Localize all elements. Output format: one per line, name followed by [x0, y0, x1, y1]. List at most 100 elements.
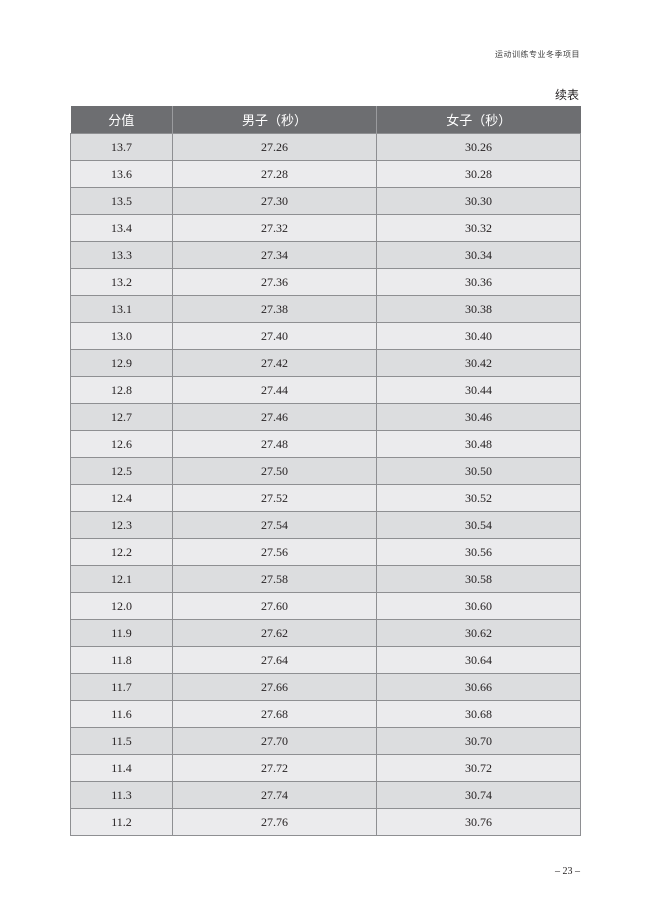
female-time-cell: 30.32	[376, 214, 581, 242]
column-header-score: 分值	[70, 106, 173, 134]
male-time-cell: 27.58	[172, 565, 377, 593]
score-cell: 13.4	[70, 214, 173, 242]
score-cell: 12.1	[70, 565, 173, 593]
male-time-cell: 27.40	[172, 322, 377, 350]
score-cell: 11.4	[70, 754, 173, 782]
female-time-cell: 30.38	[376, 295, 581, 323]
table-row: 11.9 27.62 30.62	[70, 619, 581, 647]
score-cell: 12.5	[70, 457, 173, 485]
score-cell: 12.0	[70, 592, 173, 620]
female-time-cell: 30.56	[376, 538, 581, 566]
table-row: 12.0 27.60 30.60	[70, 592, 581, 620]
table-row: 13.1 27.38 30.38	[70, 295, 581, 323]
score-cell: 11.8	[70, 646, 173, 674]
male-time-cell: 27.64	[172, 646, 377, 674]
table-row: 11.7 27.66 30.66	[70, 673, 581, 701]
score-cell: 11.7	[70, 673, 173, 701]
table-row: 12.5 27.50 30.50	[70, 457, 581, 485]
score-cell: 12.7	[70, 403, 173, 431]
score-cell: 11.2	[70, 808, 173, 836]
female-time-cell: 30.30	[376, 187, 581, 215]
female-time-cell: 30.72	[376, 754, 581, 782]
table-row: 11.3 27.74 30.74	[70, 781, 581, 809]
male-time-cell: 27.76	[172, 808, 377, 836]
table-row: 12.6 27.48 30.48	[70, 430, 581, 458]
female-time-cell: 30.54	[376, 511, 581, 539]
column-header-male: 男子（秒）	[172, 106, 377, 134]
male-time-cell: 27.28	[172, 160, 377, 188]
female-time-cell: 30.58	[376, 565, 581, 593]
female-time-cell: 30.46	[376, 403, 581, 431]
male-time-cell: 27.72	[172, 754, 377, 782]
male-time-cell: 27.54	[172, 511, 377, 539]
continued-label: 续表	[554, 88, 579, 102]
male-time-cell: 27.38	[172, 295, 377, 323]
female-time-cell: 30.68	[376, 700, 581, 728]
male-time-cell: 27.26	[172, 133, 377, 161]
table-row: 13.6 27.28 30.28	[70, 160, 581, 188]
table-row: 11.2 27.76 30.76	[70, 808, 581, 836]
table-row: 11.4 27.72 30.72	[70, 754, 581, 782]
male-time-cell: 27.60	[172, 592, 377, 620]
female-time-cell: 30.60	[376, 592, 581, 620]
table-row: 12.9 27.42 30.42	[70, 349, 581, 377]
female-time-cell: 30.62	[376, 619, 581, 647]
table-row: 12.4 27.52 30.52	[70, 484, 581, 512]
score-cell: 12.3	[70, 511, 173, 539]
female-time-cell: 30.76	[376, 808, 581, 836]
table-row: 13.7 27.26 30.26	[70, 133, 581, 161]
female-time-cell: 30.28	[376, 160, 581, 188]
male-time-cell: 27.32	[172, 214, 377, 242]
table-row: 12.1 27.58 30.58	[70, 565, 581, 593]
male-time-cell: 27.50	[172, 457, 377, 485]
table-row: 13.3 27.34 30.34	[70, 241, 581, 269]
male-time-cell: 27.56	[172, 538, 377, 566]
male-time-cell: 27.62	[172, 619, 377, 647]
male-time-cell: 27.42	[172, 349, 377, 377]
score-cell: 12.4	[70, 484, 173, 512]
score-cell: 13.5	[70, 187, 173, 215]
table-row: 12.2 27.56 30.56	[70, 538, 581, 566]
score-cell: 11.6	[70, 700, 173, 728]
male-time-cell: 27.44	[172, 376, 377, 404]
score-cell: 13.0	[70, 322, 173, 350]
table-row: 13.0 27.40 30.40	[70, 322, 581, 350]
male-time-cell: 27.52	[172, 484, 377, 512]
page-number: – 23 –	[555, 866, 580, 877]
score-cell: 13.3	[70, 241, 173, 269]
column-header-female: 女子（秒）	[376, 106, 581, 134]
table-row: 13.2 27.36 30.36	[70, 268, 581, 296]
score-cell: 13.1	[70, 295, 173, 323]
female-time-cell: 30.44	[376, 376, 581, 404]
score-cell: 12.2	[70, 538, 173, 566]
male-time-cell: 27.34	[172, 241, 377, 269]
score-cell: 11.3	[70, 781, 173, 809]
female-time-cell: 30.50	[376, 457, 581, 485]
male-time-cell: 27.36	[172, 268, 377, 296]
score-cell: 13.2	[70, 268, 173, 296]
female-time-cell: 30.42	[376, 349, 581, 377]
table-row: 13.5 27.30 30.30	[70, 187, 581, 215]
score-cell: 11.5	[70, 727, 173, 755]
score-table: 分值 男子（秒） 女子（秒） 13.7 27.26 30.26 13.6 27.28 30…	[70, 106, 581, 836]
table-row: 12.3 27.54 30.54	[70, 511, 581, 539]
score-cell: 12.6	[70, 430, 173, 458]
table-header-row: 分值 男子（秒） 女子（秒）	[70, 106, 581, 134]
female-time-cell: 30.48	[376, 430, 581, 458]
table-row: 11.5 27.70 30.70	[70, 727, 581, 755]
score-cell: 12.9	[70, 349, 173, 377]
male-time-cell: 27.68	[172, 700, 377, 728]
male-time-cell: 27.74	[172, 781, 377, 809]
male-time-cell: 27.70	[172, 727, 377, 755]
female-time-cell: 30.36	[376, 268, 581, 296]
score-cell: 13.6	[70, 160, 173, 188]
table-row: 11.6 27.68 30.68	[70, 700, 581, 728]
table-row: 12.8 27.44 30.44	[70, 376, 581, 404]
score-cell: 12.8	[70, 376, 173, 404]
running-title: 运动训练专业冬季项目	[495, 50, 580, 59]
female-time-cell: 30.66	[376, 673, 581, 701]
table-row: 12.7 27.46 30.46	[70, 403, 581, 431]
male-time-cell: 27.30	[172, 187, 377, 215]
male-time-cell: 27.46	[172, 403, 377, 431]
table-body: 13.7 27.26 30.26 13.6 27.28 30.28 13.5 27.30 30.…	[70, 133, 581, 836]
